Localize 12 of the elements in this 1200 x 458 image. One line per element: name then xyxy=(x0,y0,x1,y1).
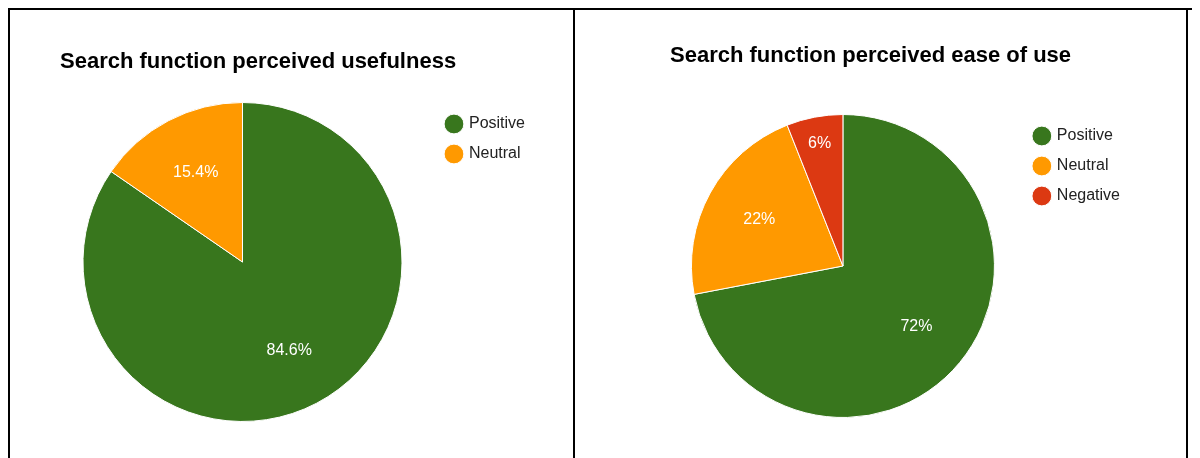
data-label: 84.6% xyxy=(266,341,312,359)
chart-title: Search function perceived ease of use xyxy=(670,41,1072,69)
legend-label: Neutral xyxy=(468,144,521,162)
legend-label: Neutral xyxy=(1056,156,1109,174)
data-label: 22% xyxy=(743,210,776,228)
legend-label: Positive xyxy=(1056,126,1113,144)
data-label: 15.4% xyxy=(173,163,219,181)
legend-label: Positive xyxy=(468,114,526,132)
data-label: 6% xyxy=(808,134,832,152)
data-label: 72% xyxy=(900,317,933,335)
chart-title: Search function perceived usefulness xyxy=(60,47,457,75)
legend-label: Negative xyxy=(1056,186,1121,204)
